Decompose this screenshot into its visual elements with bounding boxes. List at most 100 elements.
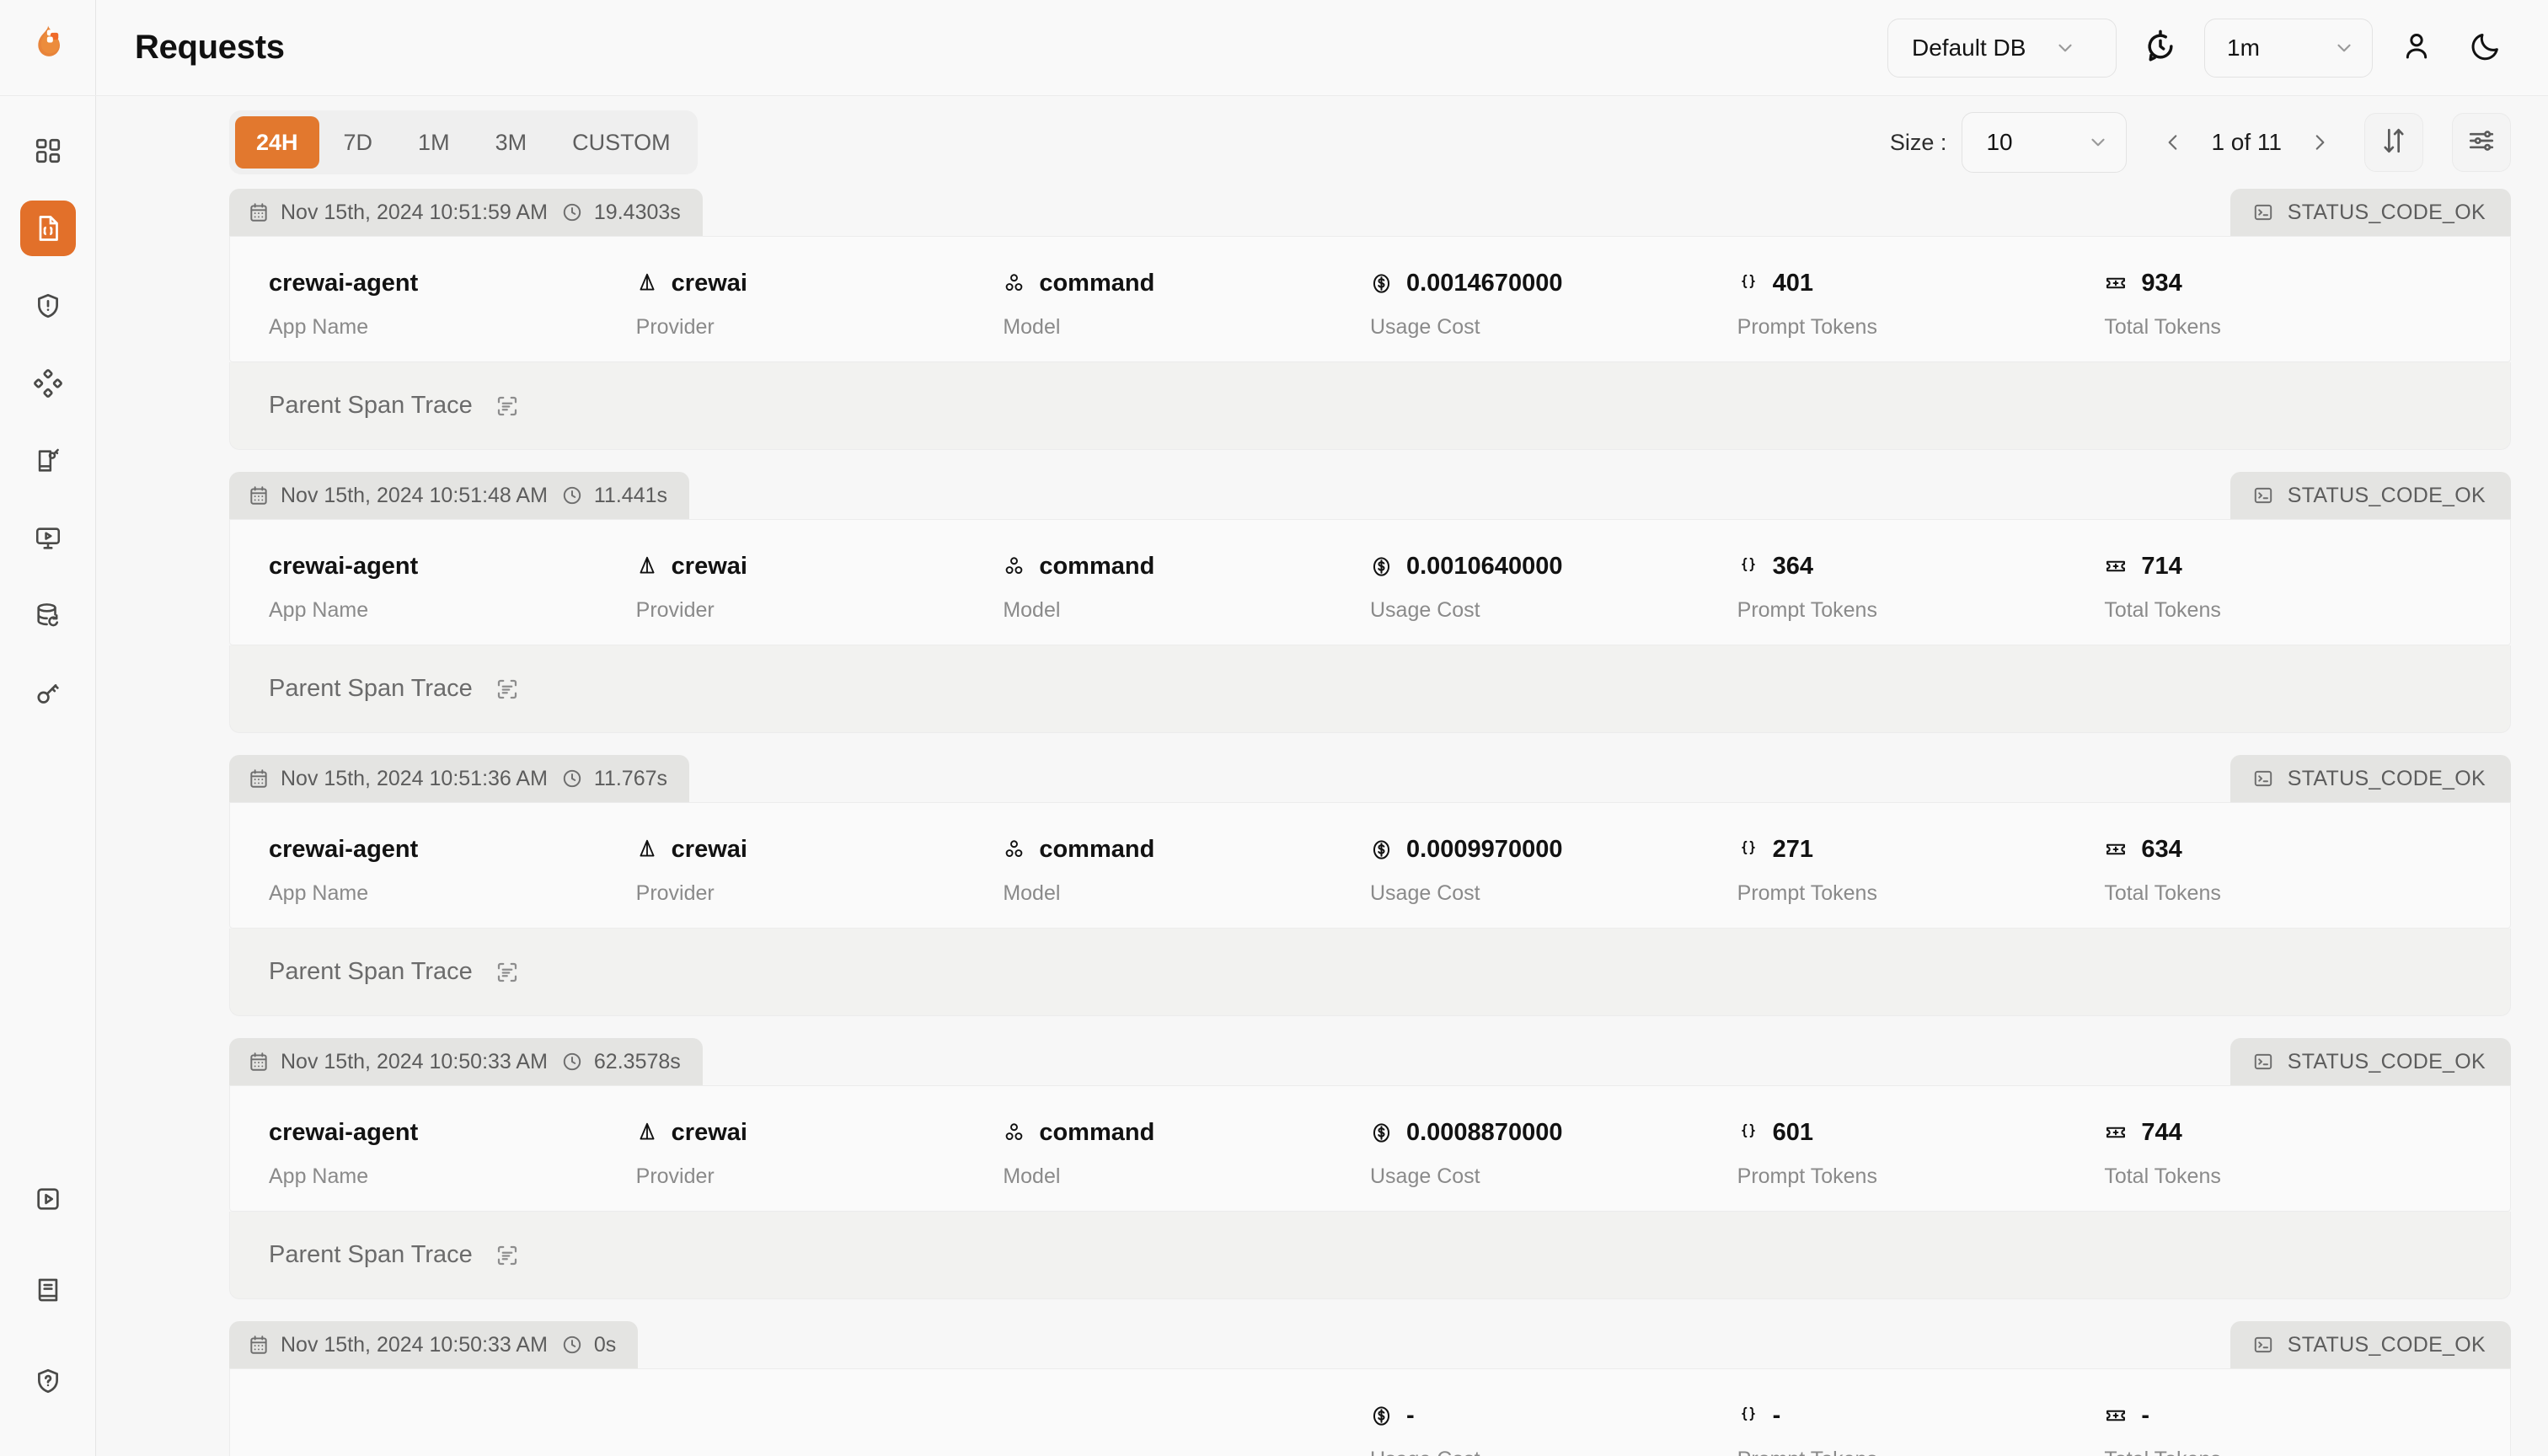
- field-model-value-row: command: [1003, 265, 1370, 301]
- field-total-tokens-value: -: [2141, 1401, 2149, 1429]
- dollar-circle-icon: [1370, 1121, 1393, 1144]
- field-usage-cost: 0.0008870000 Usage Cost: [1370, 1115, 1737, 1189]
- range-tab-7d[interactable]: 7D: [343, 129, 373, 155]
- range-tab-3m[interactable]: 3M: [495, 129, 527, 155]
- sidebar-top-nav: [19, 96, 76, 721]
- app-logo[interactable]: [0, 0, 96, 96]
- database-select[interactable]: Default DB: [1887, 18, 2117, 78]
- field-provider-value: crewai: [671, 552, 747, 580]
- requests-list[interactable]: Nov 15th, 2024 10:51:59 AM 19.4303s STATUS…: [96, 189, 2548, 1456]
- crewai-prism-icon: [636, 1121, 658, 1143]
- prev-page-button[interactable]: [2157, 126, 2189, 158]
- dollar-circle-icon: [1370, 555, 1393, 578]
- sidebar-item-requests[interactable]: [19, 201, 76, 256]
- request-card[interactable]: Nov 15th, 2024 10:51:48 AM 11.441s STATUS_…: [229, 472, 2511, 733]
- profile-button[interactable]: [2391, 23, 2442, 73]
- field-provider: crewai Provider: [636, 832, 1004, 906]
- request-duration: 11.441s: [561, 484, 667, 508]
- sidebar-item-api-keys[interactable]: [20, 666, 76, 721]
- terminal-icon: [2252, 201, 2274, 223]
- request-timestamp-text: Nov 15th, 2024 10:51:59 AM: [281, 200, 548, 224]
- filter-button[interactable]: [2452, 113, 2511, 172]
- status-badge: STATUS_CODE_OK: [2230, 1321, 2511, 1368]
- trace-scan-icon[interactable]: [495, 677, 520, 702]
- request-timestamp-text: Nov 15th, 2024 10:50:33 AM: [281, 1049, 548, 1073]
- field-usage-cost: 0.0010640000 Usage Cost: [1370, 549, 1737, 623]
- status-badge-text: STATUS_CODE_OK: [2287, 200, 2486, 224]
- calendar-icon: [248, 201, 270, 223]
- sidebar-bottom-nav: [20, 1171, 76, 1456]
- field-app-name: App Name: [269, 1398, 636, 1456]
- clock-icon: [561, 1051, 583, 1073]
- next-page-button[interactable]: [2304, 126, 2336, 158]
- pagination-controls: Size : 10 1 of 11: [1890, 112, 2511, 173]
- status-badge-text: STATUS_CODE_OK: [2287, 1332, 2486, 1357]
- model-nodes-icon: [1003, 1121, 1025, 1144]
- request-card[interactable]: Nov 15th, 2024 10:51:36 AM 11.767s STATUS_…: [229, 755, 2511, 1016]
- trace-scan-icon[interactable]: [495, 393, 520, 419]
- request-meta-pill: Nov 15th, 2024 10:51:48 AM 11.441s: [229, 472, 690, 519]
- shield-alert-icon: [34, 292, 62, 320]
- field-prompt-tokens-value: 401: [1772, 269, 1814, 297]
- terminal-icon: [2252, 1051, 2274, 1073]
- field-model-label: Model: [1003, 881, 1061, 905]
- parent-span-trace-row[interactable]: Parent Span Trace: [229, 1212, 2511, 1299]
- field-total-tokens-value-row: 744: [2104, 1115, 2471, 1150]
- field-usage-cost-value-row: 0.0010640000: [1370, 549, 1737, 584]
- field-usage-cost-value: 0.0009970000: [1405, 835, 1563, 863]
- trace-scan-icon[interactable]: [495, 960, 520, 985]
- sidebar-item-docs[interactable]: [20, 1262, 76, 1318]
- crewai-prism-icon: [636, 555, 658, 577]
- request-card[interactable]: Nov 15th, 2024 10:51:59 AM 19.4303s STATUS…: [229, 189, 2511, 450]
- model-nodes-icon: [1003, 838, 1025, 861]
- parent-span-trace-label: Parent Span Trace: [269, 958, 473, 985]
- field-model-value: command: [1039, 552, 1155, 580]
- page-indicator: 1 of 11: [2211, 129, 2282, 155]
- page-size-select[interactable]: 10: [1962, 112, 2128, 173]
- chevron-down-icon: [2087, 131, 2109, 153]
- sidebar-item-exceptions[interactable]: [20, 278, 76, 334]
- field-usage-cost-value-row: 0.0008870000: [1370, 1115, 1737, 1150]
- clock-icon: [561, 484, 583, 506]
- field-provider-value: crewai: [671, 269, 747, 297]
- range-tab-custom[interactable]: CUSTOM: [572, 129, 671, 155]
- request-duration-text: 19.4303s: [593, 200, 681, 224]
- status-badge-text: STATUS_CODE_OK: [2287, 766, 2486, 790]
- sort-button[interactable]: [2364, 113, 2423, 172]
- field-app-name-value: crewai-agent: [269, 269, 419, 297]
- field-total-tokens-label: Total Tokens: [2104, 598, 2221, 622]
- field-usage-cost-label: Usage Cost: [1369, 598, 1480, 622]
- field-model-value: command: [1039, 835, 1155, 863]
- sidebar-item-get-started[interactable]: [20, 1171, 76, 1227]
- sidebar-item-playground[interactable]: [20, 511, 76, 566]
- field-total-tokens: - Total Tokens: [2104, 1398, 2471, 1456]
- field-usage-cost-value-row: 0.0009970000: [1370, 832, 1737, 867]
- trace-scan-icon[interactable]: [495, 1243, 520, 1268]
- sidebar-item-vector-db[interactable]: [20, 356, 76, 411]
- theme-toggle-button[interactable]: [2460, 23, 2511, 73]
- parent-span-trace-row[interactable]: Parent Span Trace: [229, 645, 2511, 733]
- range-tab-1m[interactable]: 1M: [418, 129, 450, 155]
- request-timestamp: Nov 15th, 2024 10:51:48 AM: [248, 484, 548, 508]
- refresh-interval-button[interactable]: [2135, 23, 2186, 73]
- request-card[interactable]: Nov 15th, 2024 10:50:33 AM 62.3578s STATUS…: [229, 1038, 2511, 1299]
- field-prompt-tokens-value-row: 601: [1737, 1115, 2105, 1150]
- parent-span-trace-row[interactable]: Parent Span Trace: [229, 362, 2511, 450]
- interval-select[interactable]: 1m: [2204, 18, 2373, 78]
- field-total-tokens-value-row: 934: [2104, 265, 2471, 301]
- sidebar-item-prompt-hub[interactable]: [20, 433, 76, 489]
- sidebar-item-dashboard[interactable]: [20, 123, 76, 179]
- range-tab-24h[interactable]: 24H: [235, 116, 319, 169]
- sidebar-item-support[interactable]: [20, 1353, 76, 1409]
- ticket-plus-icon: [2104, 1404, 2128, 1427]
- sidebar-item-datasets[interactable]: [20, 588, 76, 644]
- request-card-header: Nov 15th, 2024 10:51:48 AM 11.441s STATUS_…: [229, 472, 2511, 519]
- request-duration-text: 62.3578s: [593, 1049, 681, 1073]
- field-total-tokens-value-row: 634: [2104, 832, 2471, 867]
- request-card-body: crewai-agent App Name crewai Provider comman…: [229, 519, 2511, 645]
- field-total-tokens-label: Total Tokens: [2104, 881, 2221, 905]
- request-card[interactable]: Nov 15th, 2024 10:50:33 AM 0s STATUS_CODE_…: [229, 1321, 2511, 1456]
- parent-span-trace-row[interactable]: Parent Span Trace: [229, 929, 2511, 1016]
- field-app-name-label: App Name: [269, 315, 369, 339]
- calendar-icon: [248, 768, 270, 790]
